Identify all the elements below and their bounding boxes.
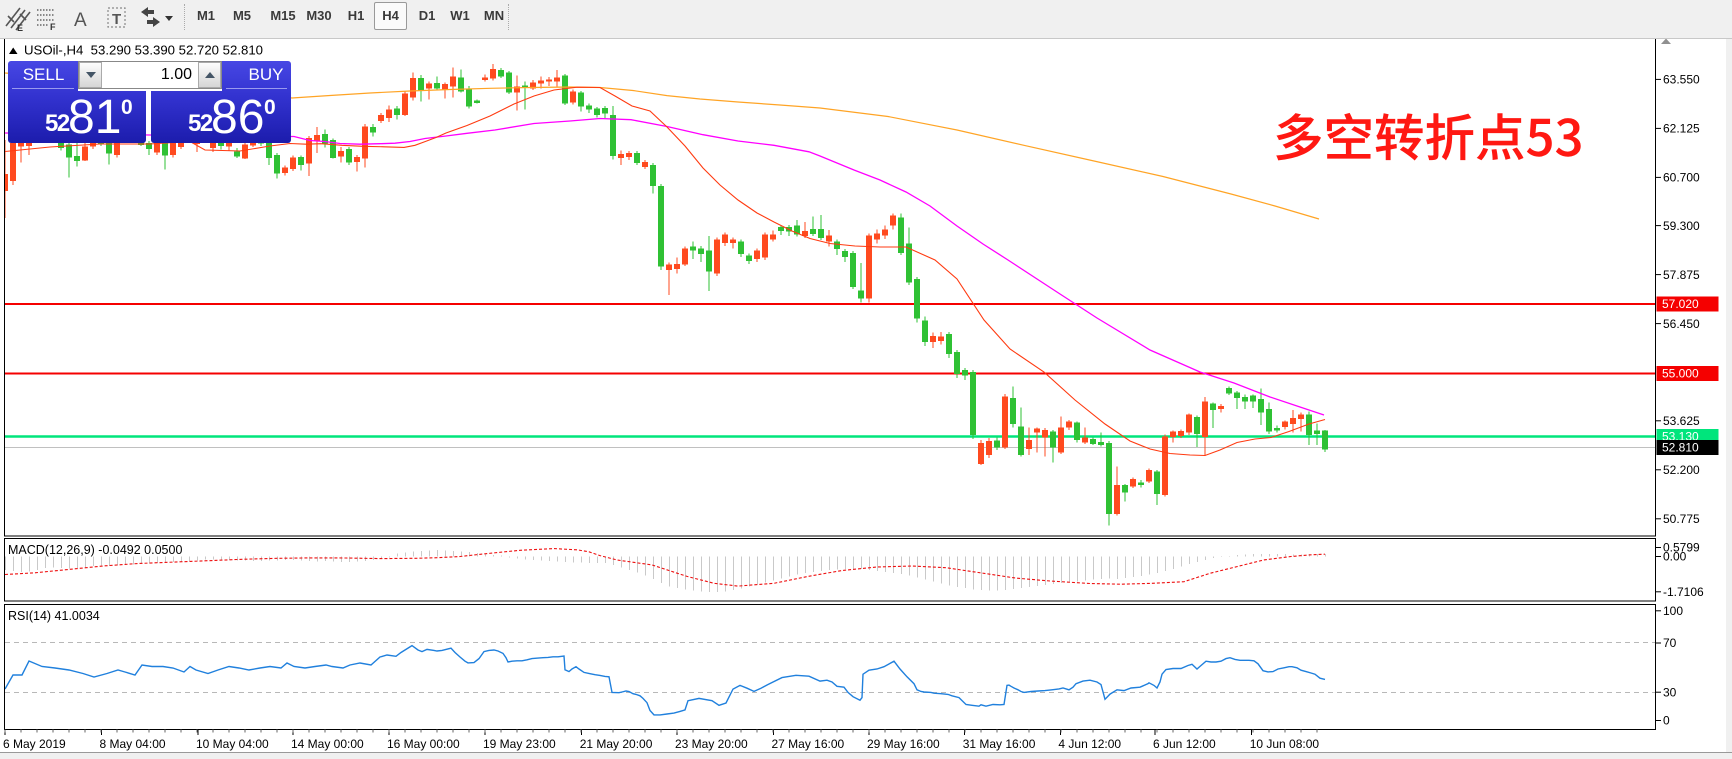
svg-text:21 May 20:00: 21 May 20:00 <box>580 737 653 751</box>
svg-text:16 May 00:00: 16 May 00:00 <box>387 737 460 751</box>
svg-text:0.5799: 0.5799 <box>1663 541 1700 555</box>
svg-text:10 May 04:00: 10 May 04:00 <box>196 737 269 751</box>
svg-text:62.125: 62.125 <box>1663 122 1700 136</box>
svg-text:8 May 04:00: 8 May 04:00 <box>100 737 166 751</box>
svg-text:55.000: 55.000 <box>1662 367 1699 381</box>
svg-text:29 May 16:00: 29 May 16:00 <box>867 737 940 751</box>
svg-text:E: E <box>17 23 23 33</box>
svg-text:52.810: 52.810 <box>1662 441 1699 455</box>
svg-text:59.300: 59.300 <box>1663 219 1700 233</box>
svg-text:0: 0 <box>1663 714 1670 728</box>
svg-text:27 May 16:00: 27 May 16:00 <box>772 737 845 751</box>
svg-text:23 May 20:00: 23 May 20:00 <box>675 737 748 751</box>
svg-text:57.875: 57.875 <box>1663 268 1700 282</box>
svg-text:30: 30 <box>1663 685 1677 699</box>
svg-text:6 May 2019: 6 May 2019 <box>3 737 66 751</box>
svg-text:70: 70 <box>1663 636 1677 650</box>
svg-text:63.550: 63.550 <box>1663 73 1700 87</box>
svg-text:6 Jun 12:00: 6 Jun 12:00 <box>1153 737 1216 751</box>
svg-text:56.450: 56.450 <box>1663 317 1700 331</box>
svg-text:-1.7106: -1.7106 <box>1663 585 1704 599</box>
svg-text:USOil-,H4 53.290 53.390 52.72: USOil-,H4 53.290 53.390 52.720 52.810 <box>24 43 263 58</box>
svg-text:53.625: 53.625 <box>1663 414 1700 428</box>
svg-text:4 Jun 12:00: 4 Jun 12:00 <box>1058 737 1121 751</box>
svg-text:F: F <box>50 22 56 32</box>
svg-text:A: A <box>74 10 87 31</box>
svg-text:T: T <box>112 11 121 28</box>
svg-text:100: 100 <box>1663 604 1683 618</box>
svg-text:50.775: 50.775 <box>1663 512 1700 526</box>
svg-text:14 May 00:00: 14 May 00:00 <box>291 737 364 751</box>
svg-text:RSI(14) 41.0034: RSI(14) 41.0034 <box>8 609 100 623</box>
svg-text:60.700: 60.700 <box>1663 171 1700 185</box>
svg-text:MACD(12,26,9) -0.0492 0.0500: MACD(12,26,9) -0.0492 0.0500 <box>8 543 182 557</box>
svg-text:10 Jun 08:00: 10 Jun 08:00 <box>1250 737 1320 751</box>
svg-text:0.00: 0.00 <box>1663 550 1687 564</box>
svg-text:19 May 23:00: 19 May 23:00 <box>483 737 556 751</box>
svg-text:57.020: 57.020 <box>1662 297 1699 311</box>
svg-text:31 May 16:00: 31 May 16:00 <box>963 737 1036 751</box>
svg-text:52.200: 52.200 <box>1663 463 1700 477</box>
